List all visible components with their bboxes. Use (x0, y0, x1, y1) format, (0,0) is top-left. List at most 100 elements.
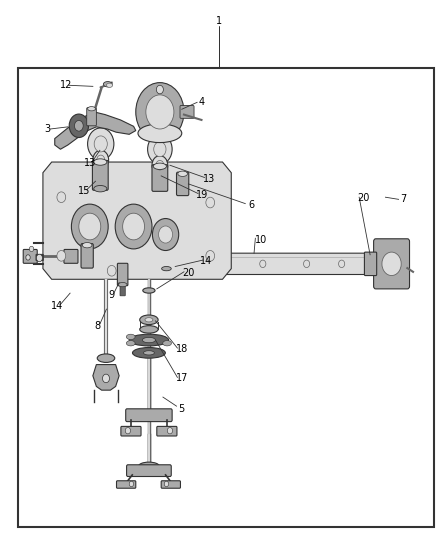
FancyBboxPatch shape (127, 465, 171, 477)
Circle shape (29, 246, 34, 252)
Circle shape (156, 160, 164, 170)
FancyBboxPatch shape (152, 165, 168, 191)
Circle shape (102, 374, 110, 383)
Polygon shape (93, 365, 119, 390)
Text: 13: 13 (84, 158, 96, 168)
Ellipse shape (153, 163, 166, 169)
Text: 10: 10 (254, 235, 267, 245)
Ellipse shape (140, 315, 158, 325)
Circle shape (206, 251, 215, 261)
Ellipse shape (118, 282, 127, 287)
FancyBboxPatch shape (23, 249, 37, 263)
Circle shape (136, 83, 184, 141)
FancyBboxPatch shape (180, 106, 194, 118)
Circle shape (167, 427, 173, 434)
Circle shape (115, 204, 152, 249)
Ellipse shape (142, 337, 155, 343)
FancyBboxPatch shape (117, 481, 136, 488)
FancyBboxPatch shape (144, 253, 377, 274)
Text: 1: 1 (216, 17, 222, 26)
FancyBboxPatch shape (120, 285, 125, 296)
Ellipse shape (126, 341, 135, 346)
FancyBboxPatch shape (157, 426, 177, 436)
Ellipse shape (94, 185, 107, 192)
Circle shape (93, 150, 109, 169)
Text: 12: 12 (60, 80, 72, 90)
Text: 8: 8 (94, 321, 100, 331)
FancyBboxPatch shape (81, 244, 93, 268)
Ellipse shape (138, 124, 182, 142)
Ellipse shape (140, 326, 158, 333)
Text: 13: 13 (203, 174, 215, 183)
Circle shape (206, 197, 215, 208)
Text: 5: 5 (179, 405, 185, 414)
Text: 6: 6 (248, 200, 254, 209)
Ellipse shape (129, 334, 169, 346)
FancyBboxPatch shape (161, 481, 180, 488)
Ellipse shape (88, 107, 95, 111)
FancyBboxPatch shape (36, 254, 43, 261)
Ellipse shape (145, 318, 153, 322)
Circle shape (94, 136, 107, 152)
Text: 19: 19 (196, 190, 208, 199)
Text: 3: 3 (44, 124, 50, 134)
Circle shape (88, 128, 114, 160)
Circle shape (79, 213, 101, 240)
Circle shape (152, 219, 179, 251)
Circle shape (260, 260, 266, 268)
Text: 17: 17 (176, 374, 188, 383)
Bar (18, 68, 434, 527)
Text: 20: 20 (182, 268, 194, 278)
FancyBboxPatch shape (177, 172, 189, 196)
Circle shape (123, 213, 145, 240)
Polygon shape (55, 112, 136, 149)
Circle shape (152, 156, 168, 175)
Circle shape (107, 265, 116, 276)
Text: 20: 20 (357, 193, 370, 203)
Circle shape (97, 155, 105, 165)
FancyBboxPatch shape (64, 249, 78, 263)
Polygon shape (43, 162, 231, 279)
Ellipse shape (138, 462, 159, 471)
Circle shape (382, 252, 401, 276)
Circle shape (148, 134, 172, 164)
Circle shape (164, 481, 169, 487)
Circle shape (146, 95, 174, 129)
Circle shape (156, 85, 163, 94)
Circle shape (71, 204, 108, 249)
FancyBboxPatch shape (126, 409, 172, 422)
Text: 18: 18 (176, 344, 188, 354)
Ellipse shape (143, 288, 155, 293)
Text: 15: 15 (78, 186, 90, 196)
FancyBboxPatch shape (364, 252, 377, 276)
Text: 9: 9 (109, 290, 115, 300)
Circle shape (57, 251, 66, 261)
Circle shape (74, 120, 83, 131)
Circle shape (159, 226, 173, 243)
Circle shape (57, 192, 66, 203)
Circle shape (36, 254, 42, 262)
Text: 7: 7 (400, 195, 406, 204)
Text: 4: 4 (198, 98, 205, 107)
Text: 14: 14 (200, 256, 212, 266)
Ellipse shape (103, 82, 112, 87)
Circle shape (129, 481, 134, 487)
FancyBboxPatch shape (374, 239, 410, 289)
Ellipse shape (132, 348, 166, 358)
Text: 14: 14 (51, 302, 63, 311)
FancyBboxPatch shape (92, 160, 108, 190)
Ellipse shape (163, 341, 172, 346)
Circle shape (339, 260, 345, 268)
Circle shape (69, 114, 88, 138)
Ellipse shape (144, 351, 154, 355)
FancyBboxPatch shape (87, 108, 96, 126)
Ellipse shape (126, 334, 135, 340)
Ellipse shape (106, 83, 113, 87)
Ellipse shape (97, 354, 115, 362)
Ellipse shape (82, 243, 92, 248)
Circle shape (304, 260, 310, 268)
Circle shape (154, 142, 166, 157)
FancyBboxPatch shape (121, 426, 141, 436)
Ellipse shape (162, 266, 171, 271)
Circle shape (26, 255, 30, 260)
